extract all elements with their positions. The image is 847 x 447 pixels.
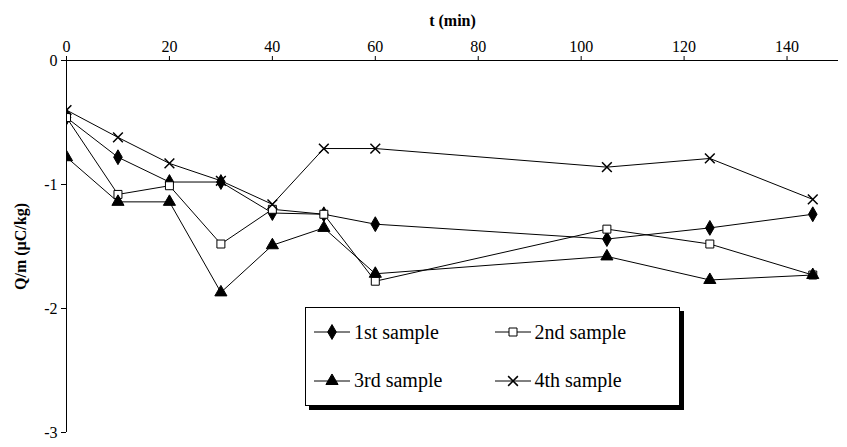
svg-text:t (min): t (min) bbox=[429, 12, 476, 30]
svg-text:120: 120 bbox=[672, 38, 696, 55]
svg-text:0: 0 bbox=[50, 52, 58, 69]
svg-text:0: 0 bbox=[63, 38, 71, 55]
svg-text:Q/m (µC/kg): Q/m (µC/kg) bbox=[12, 203, 30, 290]
svg-text:140: 140 bbox=[775, 38, 799, 55]
html-text:3rd sample: 3rd sample bbox=[354, 369, 443, 392]
html-text:1st sample: 1st sample bbox=[354, 320, 439, 343]
html-text:2nd sample: 2nd sample bbox=[534, 320, 627, 343]
svg-text:40: 40 bbox=[264, 38, 280, 55]
svg-text:-3: -3 bbox=[44, 424, 57, 441]
svg-text:-1: -1 bbox=[44, 176, 57, 193]
svg-text:20: 20 bbox=[161, 38, 177, 55]
svg-text:100: 100 bbox=[569, 38, 593, 55]
svg-text:80: 80 bbox=[470, 38, 486, 55]
svg-text:60: 60 bbox=[367, 38, 383, 55]
svg-text:-2: -2 bbox=[44, 300, 57, 317]
html-text:4th sample: 4th sample bbox=[534, 369, 622, 392]
